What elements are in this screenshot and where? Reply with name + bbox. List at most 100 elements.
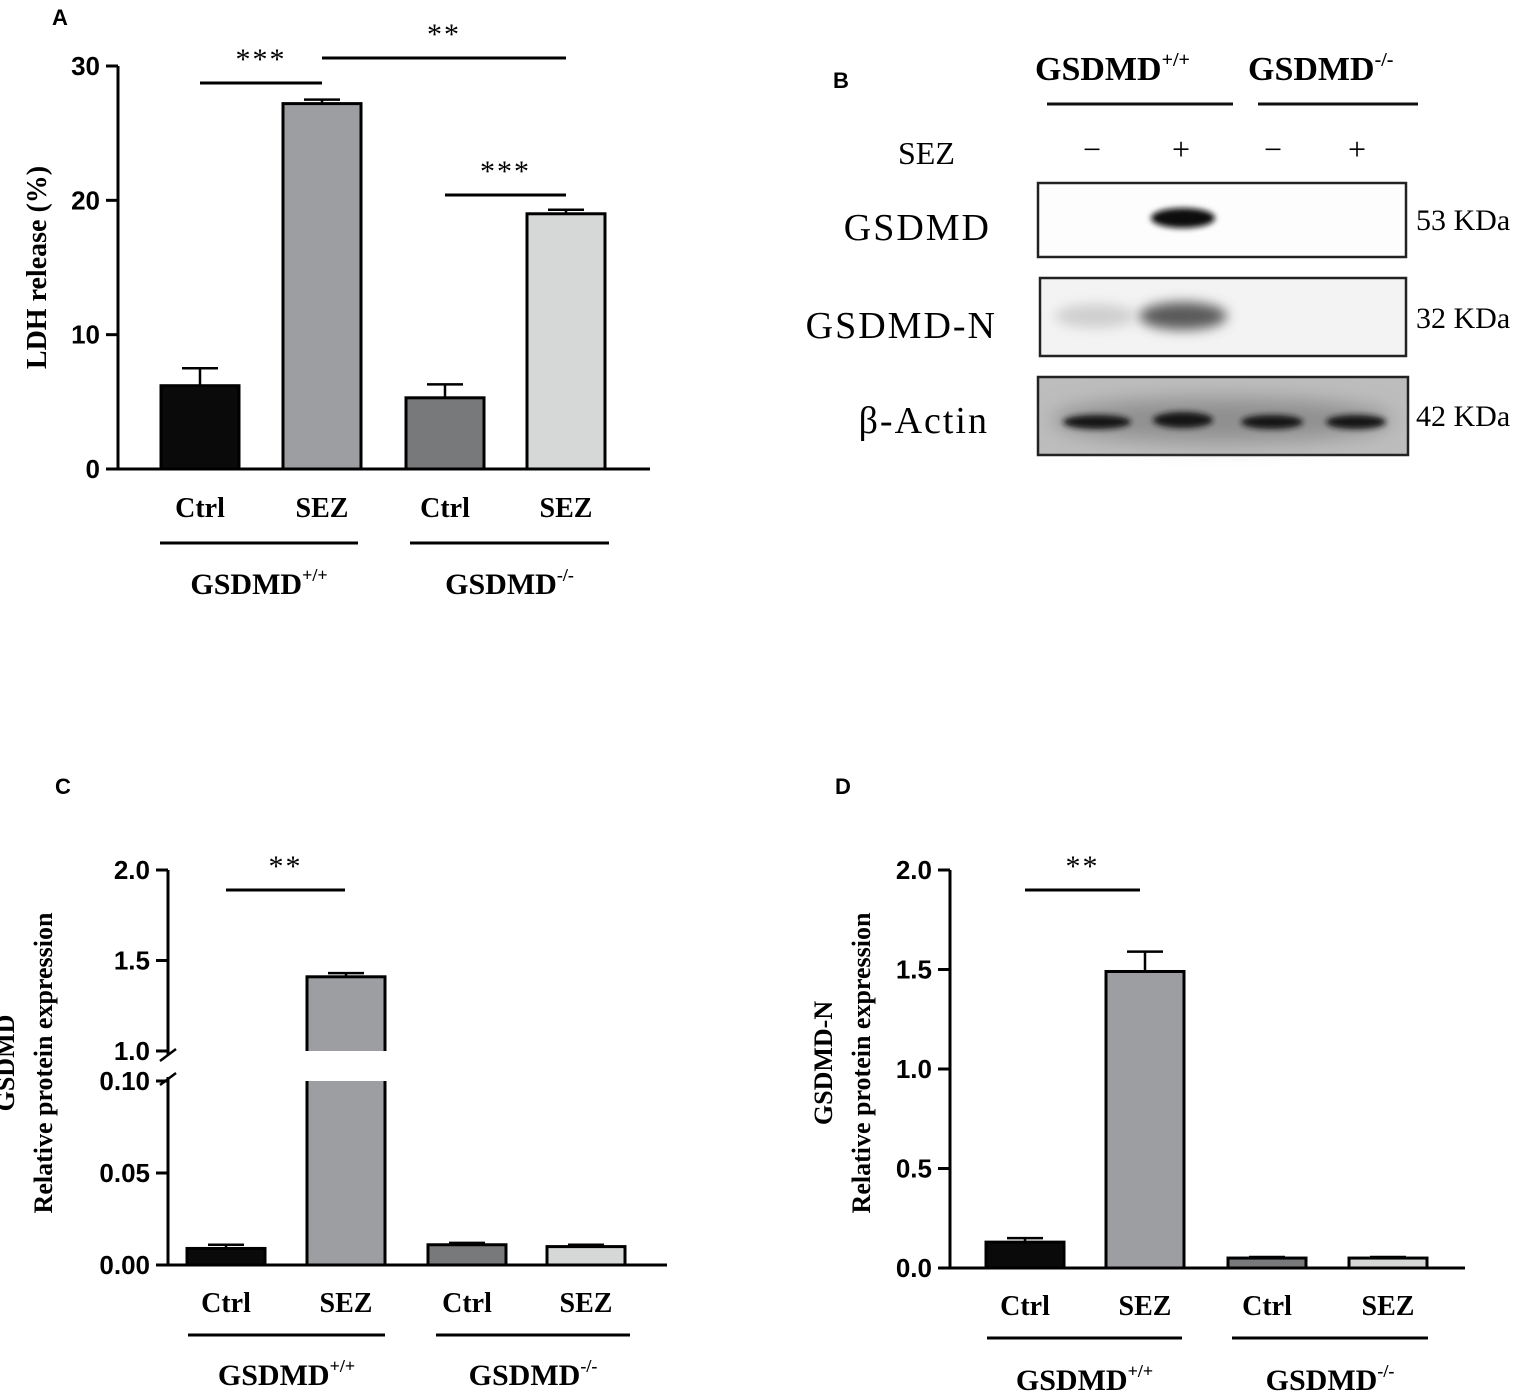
category-label: SEZ [1362,1291,1415,1322]
blot-band-gsdmdn-lane1 [1055,304,1135,328]
y-tick-label: 1.0 [114,1036,150,1066]
y-tick-label: 1.0 [896,1054,932,1084]
bar-break-gap [305,1051,387,1081]
significance-label: ** [269,850,303,883]
category-label: SEZ [540,493,593,524]
y-tick-label: 0.5 [896,1154,932,1184]
blot-band-gsdmdn-lane2 [1139,302,1227,330]
significance-label: ** [427,18,461,51]
blot-header-ko: GSDMD-/- [1248,49,1393,88]
blot-mw-actin: 42 KDa [1416,400,1510,433]
group-label-text: GSDMD [1016,1364,1128,1394]
group-label-superscript: +/+ [330,1356,356,1376]
blot-treatment-1: − [1083,131,1101,167]
category-label: Ctrl [420,493,470,524]
bar-4 [525,212,607,471]
panel-label-d: D [835,774,851,799]
blot-strip-gsdmd [1036,181,1408,259]
chart-d-gsdmdn-expression: 0.0 0.5 1.0 1.5 2.0 GSDMD-N Relative protein e… [809,850,1465,1394]
y-tick-label: 0.00 [99,1250,150,1280]
significance-label: *** [480,155,531,188]
group-label-text: GSDMD [190,568,302,601]
blot-treatment-label: SEZ [898,135,955,171]
category-label: Ctrl [1000,1291,1050,1322]
significance-label: *** [236,43,287,76]
bar-1 [185,1246,267,1267]
blot-band-actin-lane1 [1063,415,1131,429]
group-label-text: GSDMD [445,568,557,601]
category-label: Ctrl [1242,1291,1292,1322]
group-label: GSDMD-/- [469,1356,598,1392]
blot-treatment-3: − [1264,131,1282,167]
blot-mw-gsdmdn: 32 KDa [1416,302,1510,335]
category-label: Ctrl [201,1288,251,1319]
group-label: GSDMD-/- [1266,1361,1395,1394]
panel-label-c: C [55,774,71,799]
bar-1 [159,384,241,471]
blot-header-wt: GSDMD+/+ [1035,49,1190,88]
blot-band-actin-lane4 [1326,415,1386,429]
category-label: SEZ [296,493,349,524]
group-label-superscript: +/+ [1128,1361,1154,1381]
y-tick-label: 2.0 [114,855,150,885]
bar-2 [281,102,363,471]
category-label: SEZ [320,1288,373,1319]
group-label: GSDMD+/+ [1016,1361,1153,1394]
bar-1 [984,1240,1066,1270]
group-label-superscript: +/+ [302,565,328,585]
blot-treatment-4: + [1348,131,1366,167]
western-blot: GSDMD+/+ GSDMD-/- SEZ − + − + GSDMD 53 K… [806,49,1510,457]
group-label-text: GSDMD [1266,1364,1378,1394]
blot-band-gsdmd-lane2 [1151,208,1215,228]
group-label: GSDMD+/+ [218,1356,355,1392]
bar-4 [1347,1256,1429,1270]
bar-2 [305,975,387,1267]
group-label: GSDMD-/- [445,565,574,601]
y-axis-label-line1: GSDMD-N [809,1001,838,1125]
blot-mw-gsdmd: 53 KDa [1416,204,1510,237]
panel-label-a: A [52,5,68,30]
blot-band-actin-lane3 [1241,415,1303,429]
y-axis-label: LDH release (%) [22,166,53,369]
blot-row-label-gsdmd: GSDMD [844,207,991,249]
y-tick-label: 10 [71,320,100,350]
y-tick-label: 2.0 [896,855,932,885]
group-label-superscript: -/- [557,565,574,585]
group-label: GSDMD+/+ [190,565,327,601]
group-label-superscript: -/- [580,1356,597,1376]
chart-c-gsdmd-expression: 0.00 0.05 0.101.0 1.5 2.0 GSDMD Relative prote… [0,850,667,1392]
y-tick-label: 0.05 [99,1158,150,1188]
bar-3 [404,396,486,471]
significance-label: ** [1066,850,1100,883]
blot-row-label-gsdmdn: GSDMD-N [806,305,997,347]
category-label: SEZ [1119,1291,1172,1322]
bar-4 [545,1245,627,1267]
y-tick-label: 1.5 [896,955,932,985]
bar-3 [1226,1256,1308,1270]
category-label: Ctrl [442,1288,492,1319]
group-label-text: GSDMD [218,1359,330,1392]
blot-treatment-2: + [1172,131,1190,167]
y-axis-label-line2: Relative protein expression [847,912,876,1213]
bar-2 [1104,969,1186,1270]
axis-break-mark-upper [159,1048,177,1062]
bar-3 [426,1243,508,1267]
y-tick-label: 20 [71,185,100,215]
y-tick-label: 0.0 [896,1253,932,1283]
panel-label-b: B [833,68,849,93]
category-label: SEZ [560,1288,613,1319]
group-label-text: GSDMD [469,1359,581,1392]
blot-row-label-actin: β-Actin [859,400,989,442]
axis-break-mark-lower [159,1072,177,1086]
y-tick-label: 0 [86,454,100,484]
y-axis-label-line2: Relative protein expression [29,912,58,1213]
y-tick-label: 0.10 [99,1066,150,1096]
category-label: Ctrl [175,493,225,524]
y-axis-label-line1: GSDMD [0,1015,20,1112]
y-tick-label: 1.5 [114,946,150,976]
blot-band-actin-lane2 [1153,412,1213,428]
y-tick-label: 30 [71,51,100,81]
blot-band-actin-haze [1052,398,1392,442]
